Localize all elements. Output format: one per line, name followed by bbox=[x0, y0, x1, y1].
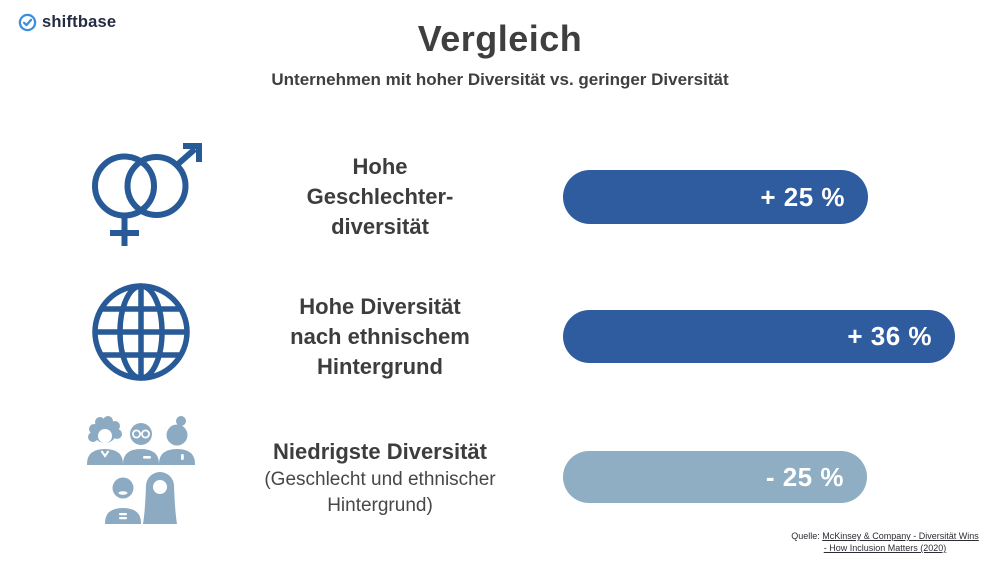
page-subtitle: Unternehmen mit hoher Diversität vs. ger… bbox=[271, 70, 729, 89]
bar-value-label: - 25 % bbox=[765, 461, 844, 492]
globe-icon bbox=[92, 283, 190, 381]
source-link[interactable]: - How Inclusion Matters (2020) bbox=[823, 543, 947, 553]
bar-lowest-diversity: - 25 % bbox=[563, 451, 867, 503]
label-subline: Hintergrund) bbox=[327, 495, 433, 516]
label-line: nach ethnischem bbox=[290, 324, 470, 349]
label-subline: (Geschlecht und ethnischer bbox=[264, 469, 496, 490]
label-line: diversität bbox=[331, 214, 429, 239]
gender-symbols-icon bbox=[92, 143, 202, 246]
row-label-gender: Hohe Geschlechter- diversität bbox=[270, 152, 490, 242]
source-link[interactable]: McKinsey & Company - Diversität Wins bbox=[822, 531, 979, 541]
row-label-lowest: Niedrigste Diversität (Geschlecht und et… bbox=[240, 437, 520, 519]
diverse-people-icon bbox=[87, 416, 195, 524]
label-line: Niedrigste Diversität bbox=[273, 439, 487, 464]
label-line: Geschlechter- bbox=[306, 184, 454, 209]
bar-gender-diversity: + 25 % bbox=[563, 170, 868, 224]
bar-value-label: + 25 % bbox=[760, 181, 845, 212]
shiftbase-clock-check-icon bbox=[18, 13, 37, 32]
page-title: Vergleich bbox=[417, 18, 583, 59]
label-line: Hintergrund bbox=[317, 354, 443, 379]
bar-value-label: + 36 % bbox=[847, 321, 932, 351]
brand-logo: shiftbase bbox=[18, 13, 116, 32]
source-prefix: Quelle: bbox=[791, 531, 823, 541]
row-label-ethnic: Hohe Diversität nach ethnischem Hintergr… bbox=[260, 292, 500, 382]
label-line: Hohe Diversität bbox=[299, 294, 461, 319]
source-citation: Quelle: McKinsey & Company - Diversität … bbox=[780, 530, 990, 554]
label-line: Hohe bbox=[352, 154, 408, 179]
brand-name: shiftbase bbox=[42, 13, 117, 31]
bar-ethnic-diversity: + 36 % bbox=[563, 310, 955, 363]
